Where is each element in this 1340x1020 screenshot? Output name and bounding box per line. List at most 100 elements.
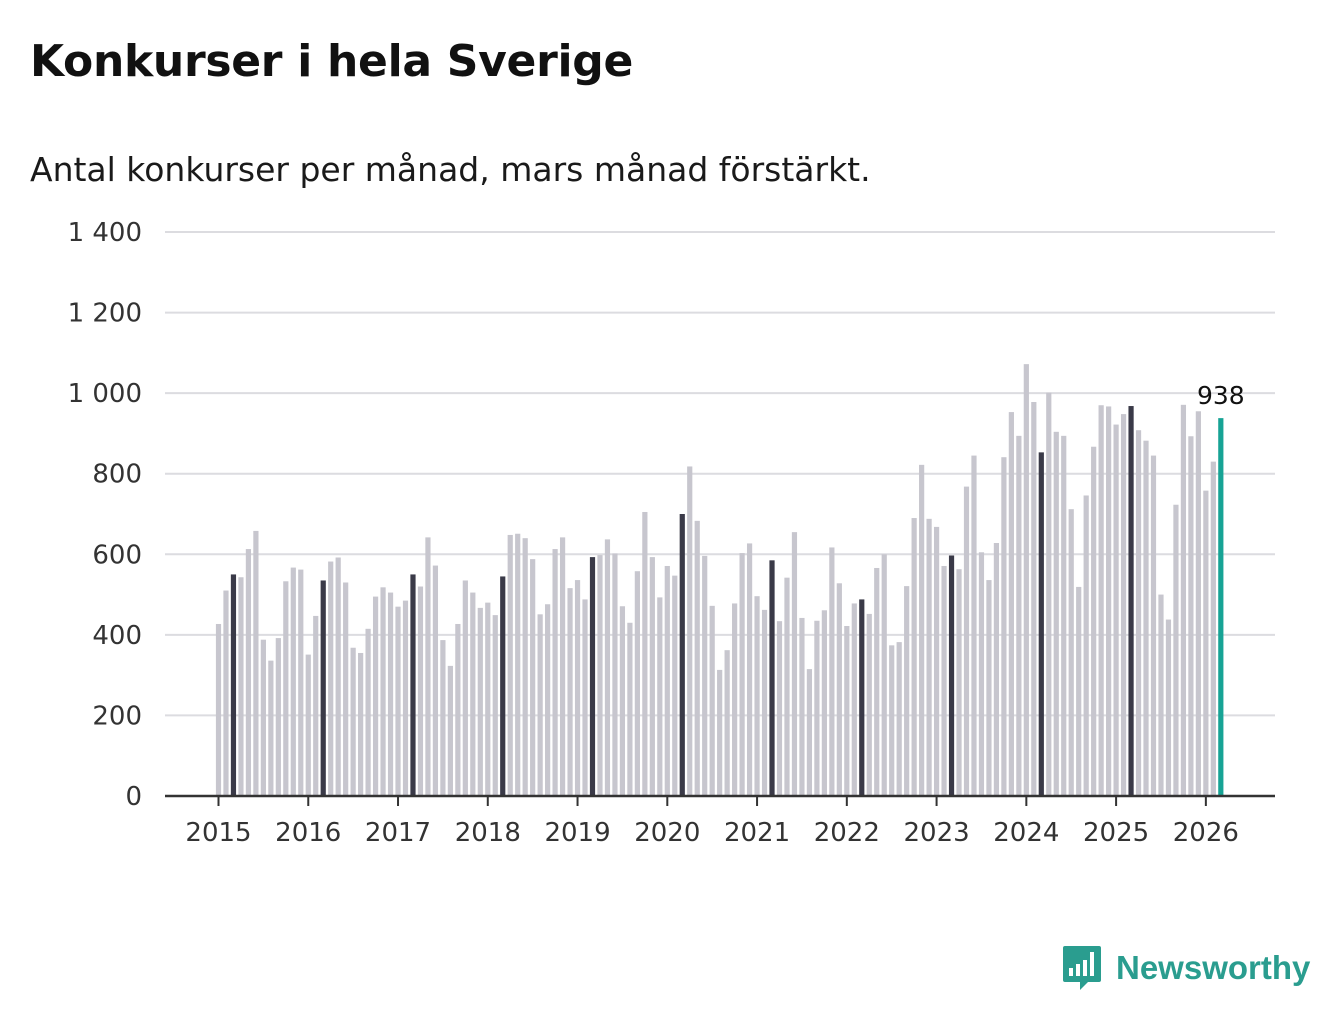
y-tick-label: 1 000 [68, 379, 142, 409]
y-tick-label: 800 [92, 460, 142, 490]
bar [1008, 412, 1014, 796]
x-tick-label: 2017 [365, 818, 431, 848]
bar [634, 571, 640, 796]
bar [1120, 414, 1127, 796]
bar [402, 600, 409, 796]
bar [530, 559, 536, 796]
bar-chart-speech-bubble-icon [1063, 946, 1101, 990]
bar [283, 581, 289, 796]
bar [926, 518, 932, 796]
bar [1113, 424, 1119, 796]
bar-march [230, 574, 237, 796]
bar [1046, 392, 1052, 796]
latest-value-annotation: 938 [1197, 381, 1245, 410]
bar [298, 569, 304, 796]
bar [732, 603, 738, 796]
newsworthy-logo: Newsworthy [1062, 940, 1310, 996]
bar [1143, 440, 1149, 796]
bar [612, 553, 618, 796]
bar [739, 553, 745, 796]
x-tick-label: 2022 [814, 818, 880, 848]
x-tick-label: 2021 [724, 818, 790, 848]
bar [799, 617, 805, 796]
bar [814, 620, 820, 796]
bar [559, 537, 566, 796]
bar [664, 565, 670, 796]
bar [657, 597, 663, 796]
x-tick-label: 2025 [1083, 818, 1149, 848]
bar [1135, 430, 1142, 796]
bar [829, 547, 835, 796]
bar [343, 582, 349, 796]
bar [1173, 504, 1179, 796]
bar-march [1128, 406, 1134, 796]
bar [672, 575, 678, 796]
bar [447, 665, 453, 796]
x-tick-label: 2020 [634, 818, 700, 848]
bar [642, 511, 648, 796]
bar [350, 647, 356, 796]
bar [1180, 404, 1187, 796]
bar [709, 605, 715, 796]
bar [470, 592, 476, 796]
bar [1150, 455, 1157, 796]
bar [372, 596, 379, 796]
bar [919, 464, 925, 796]
bar [1001, 457, 1007, 796]
bar [1195, 411, 1201, 796]
bar [978, 552, 985, 796]
bar [223, 590, 229, 796]
y-tick-label: 1 400 [68, 218, 142, 248]
bar [582, 599, 588, 796]
bar [1016, 435, 1022, 796]
bar [567, 588, 573, 796]
bar [1053, 431, 1059, 796]
bar [1188, 436, 1194, 796]
bar [485, 602, 491, 796]
bar-series [215, 364, 1224, 796]
x-tick-label: 2019 [544, 818, 610, 848]
bar [761, 609, 768, 796]
x-tick-label: 2023 [903, 818, 969, 848]
bar [305, 654, 311, 796]
bar [597, 555, 603, 796]
bar [380, 587, 386, 796]
bar [245, 549, 252, 796]
bar [1031, 402, 1037, 796]
bar [395, 606, 401, 796]
bar [687, 466, 693, 796]
bar [702, 555, 708, 796]
bar [724, 650, 730, 796]
bar-march [500, 576, 506, 796]
bar [889, 645, 895, 796]
bar [821, 610, 827, 796]
bar [1091, 446, 1097, 796]
x-axis: 2015 2016 2017 2018 2019 2020 2021 2022 2023 2024… [165, 794, 1275, 848]
bar-march [1038, 452, 1044, 796]
chart-title: Konkurser i hela Sverige [30, 36, 633, 87]
bar [455, 623, 461, 796]
bar [522, 538, 528, 796]
bar [911, 518, 917, 796]
bar [425, 537, 431, 796]
y-axis-tick-labels: 0 200 400 600 800 1 000 1 200 1 400 [68, 218, 142, 812]
bar [492, 615, 498, 796]
bar [260, 639, 266, 796]
bar [933, 526, 940, 796]
bar [290, 567, 296, 796]
bar [1068, 509, 1074, 796]
y-tick-label: 1 200 [68, 299, 142, 329]
bar [776, 621, 783, 796]
bar [537, 614, 543, 796]
bar [1061, 435, 1067, 796]
bar [515, 533, 521, 796]
gridlines [165, 231, 1275, 717]
y-tick-label: 600 [92, 540, 142, 570]
bar [896, 642, 902, 796]
bar-latest [1218, 418, 1224, 796]
bar-march [589, 557, 596, 796]
x-tick-label: 2016 [275, 818, 341, 848]
bar [417, 586, 424, 796]
bar [1203, 490, 1209, 796]
